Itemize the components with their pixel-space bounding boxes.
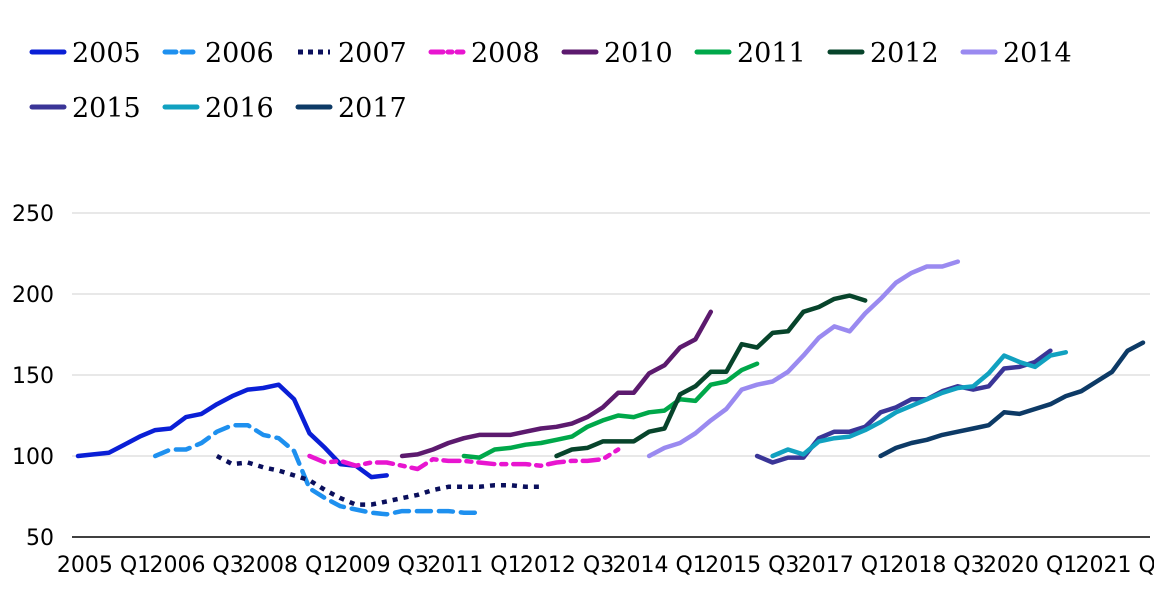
legend-label: 2014 [1003, 38, 1072, 69]
legend-item-2005: 2005 [29, 38, 141, 69]
y-tick-label: 200 [12, 283, 54, 308]
x-tick-label: 2009 Q3 [335, 553, 429, 578]
grid-lines [72, 212, 1150, 538]
y-tick-label: 100 [12, 445, 54, 470]
series-line-2016 [770, 350, 1069, 459]
legend-item-2016: 2016 [162, 93, 274, 124]
x-tick-label: 2020 Q1 [983, 553, 1077, 578]
y-tick-label: 150 [12, 364, 54, 389]
legend-item-2010: 2010 [561, 38, 673, 69]
series-line-2007 [215, 454, 541, 507]
x-tick-label: 2021 Q3 [1076, 553, 1154, 578]
legend-label: 2015 [72, 93, 141, 124]
legend-label: 2012 [870, 38, 939, 69]
x-tick-label: 2015 Q3 [705, 553, 799, 578]
x-tick-label: 2017 Q1 [798, 553, 892, 578]
series-line-2011 [461, 361, 760, 460]
legend-item-2015: 2015 [29, 93, 141, 124]
series-line-2010 [399, 309, 714, 459]
series-line-2017 [878, 340, 1146, 459]
legend-item-2011: 2011 [694, 38, 806, 69]
y-tick-label: 250 [12, 202, 54, 227]
x-tick-label: 2008 Q1 [242, 553, 336, 578]
x-tick-label: 2012 Q3 [520, 553, 614, 578]
legend-label: 2010 [604, 38, 673, 69]
legend-label: 2005 [72, 38, 141, 69]
legend-label: 2007 [338, 38, 407, 69]
series-lines [75, 259, 1146, 517]
legend-item-2017: 2017 [295, 93, 407, 124]
legend-item-2012: 2012 [827, 38, 939, 69]
legend-label: 2006 [205, 38, 274, 69]
legend-label: 2016 [205, 93, 274, 124]
legend-label: 2017 [338, 93, 407, 124]
legend: 2005 2006 2007 2008 2010 2011 2012 2014 2015 2016… [29, 38, 1072, 124]
x-tick-label: 2011 Q1 [427, 553, 521, 578]
legend-item-2006: 2006 [162, 38, 274, 69]
y-axis-ticks: 50 100 150 200 250 [12, 202, 54, 551]
series-line-2012 [554, 293, 868, 459]
y-tick-label: 50 [26, 526, 54, 551]
x-tick-label: 2005 Q1 [57, 553, 151, 578]
legend-item-2007: 2007 [298, 38, 407, 69]
x-tick-label: 2018 Q3 [890, 553, 984, 578]
series-line-2008 [307, 447, 621, 472]
x-tick-label: 2006 Q3 [149, 553, 243, 578]
legend-label: 2011 [737, 38, 806, 69]
x-tick-label: 2014 Q1 [613, 553, 707, 578]
series-line-2014 [646, 259, 961, 459]
series-line-2005 [75, 382, 389, 480]
series-line-2006 [152, 422, 482, 517]
legend-label: 2008 [471, 38, 540, 69]
legend-item-2014: 2014 [960, 38, 1072, 69]
legend-item-2008: 2008 [428, 38, 540, 69]
